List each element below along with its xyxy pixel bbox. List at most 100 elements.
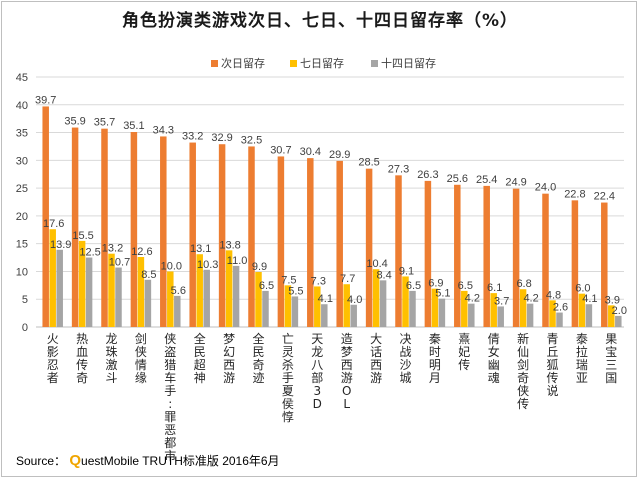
x-tick-label: 侠盗猎车手:罪恶都市 [164,332,176,463]
source-label: Source： [16,454,67,468]
y-tick-label: 45 [16,72,28,84]
bar [108,253,115,327]
y-tick-label: 0 [22,322,28,334]
data-label: 35.9 [64,116,85,128]
data-label: 10.7 [109,257,130,269]
data-label: 6.0 [575,283,590,295]
bar [85,257,93,327]
bar [519,289,527,327]
bar [578,293,586,327]
data-label: 30.7 [270,144,291,156]
bar [372,269,380,327]
bar [497,306,504,327]
data-label: 39.7 [35,94,56,106]
bar [409,290,416,327]
legend-label: 七日留存 [300,56,344,70]
x-tick-label: 泰拉瑞亚 [576,332,588,385]
legend-swatch [371,60,378,67]
y-tick-label: 40 [16,100,28,112]
y-tick-label: 30 [16,155,28,167]
bar [284,285,292,327]
bar [232,265,240,327]
bar [291,296,299,327]
data-label: 6.5 [406,280,421,292]
bar [101,128,108,327]
bar [225,250,233,327]
bar [608,305,615,327]
data-label: 35.7 [94,117,115,129]
bar [49,229,56,327]
data-label: 7.7 [340,273,355,285]
bar [454,184,461,327]
x-tick-label: 剑侠情缘 [135,331,147,385]
bar [262,290,269,327]
bar [468,303,475,327]
data-label: 5.6 [171,285,186,297]
bar [203,269,210,327]
data-label: 4.8 [546,289,561,301]
bar [174,295,181,327]
data-label: 32.9 [211,132,232,144]
x-tick-label: 亡灵杀手夏侯惇 [282,332,294,424]
data-label: 4.1 [318,293,333,305]
questmobile-logo: Q [69,452,82,469]
legend-label: 十四日留存 [381,56,436,70]
data-label: 10.4 [366,258,387,270]
bar [483,185,490,327]
x-tick-label: 龙珠激斗 [105,332,117,385]
data-label: 22.8 [564,188,585,200]
chart-title: 角色扮演类游戏次日、七日、十四日留存率（%） [121,11,519,31]
x-tick-label: 熹妃传 [458,331,470,372]
source-text: uestMobile TRUTH标准版 2016年6月 [81,454,280,468]
bar [615,315,622,327]
y-tick-label: 35 [16,128,28,140]
bar [365,168,373,327]
data-label: 3.7 [494,295,509,307]
x-tick-label: 天龙八部 3 D [311,332,323,411]
bar [71,127,79,327]
bar [78,240,86,327]
x-tick-label: 果宝三国 [605,332,617,385]
data-label: 27.3 [388,163,409,175]
x-tick-label: 新仙剑奇侠传 [517,331,529,411]
x-tick-label: 火影忍者 [47,332,59,385]
bar [196,254,203,327]
x-tick-label: 热血传奇 [76,332,88,385]
bar [56,249,63,327]
bar [395,175,402,327]
data-label: 2.6 [553,302,568,314]
data-label: 7.5 [281,274,296,286]
data-label: 4.2 [523,293,538,305]
legend-swatch [290,60,297,67]
bar [248,146,255,327]
source-note: Source： QuestMobile TRUTH标准版 2016年6月 [16,452,280,469]
data-label: 10.3 [197,259,218,271]
data-label: 13.9 [50,239,71,251]
data-label: 4.1 [582,293,597,305]
bar [42,106,49,327]
bar [424,180,432,327]
data-label: 7.3 [311,275,326,287]
data-label: 11.0 [227,255,248,267]
bar [218,144,226,327]
y-tick-label: 15 [16,239,28,251]
bar [601,202,608,327]
data-label: 33.2 [182,131,203,143]
bar [350,304,357,327]
data-label: 6.9 [428,278,443,290]
legend-label: 次日留存 [221,56,265,70]
data-label: 34.3 [153,124,174,136]
bar [431,288,439,327]
data-label: 9.1 [399,265,414,277]
bar [255,272,262,327]
data-label: 5.1 [435,288,450,300]
data-label: 26.3 [417,169,438,181]
data-label: 32.5 [241,134,262,146]
x-tick-label: 全民奇迹 [252,331,264,385]
bar [379,280,387,327]
data-label: 12.6 [131,246,152,258]
data-label: 2.0 [612,305,627,317]
data-label: 35.1 [123,120,144,132]
y-tick-label: 5 [22,294,28,306]
